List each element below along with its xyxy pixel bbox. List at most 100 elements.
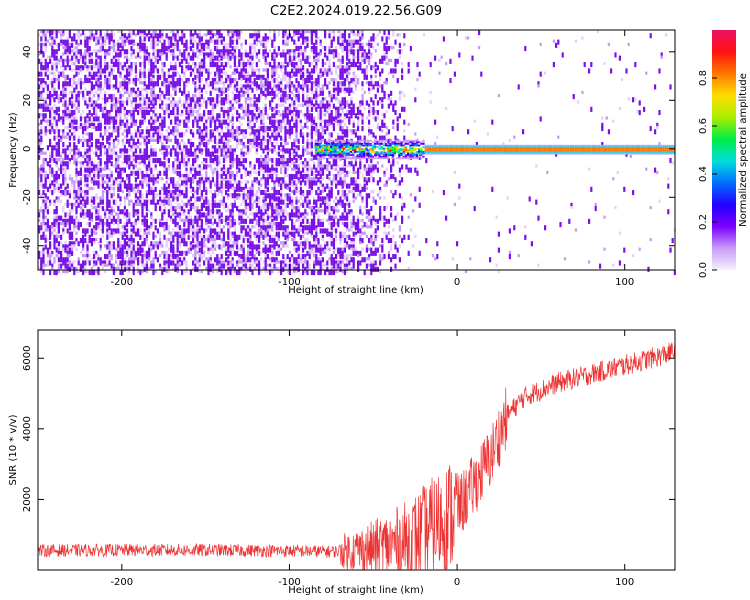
- spectrogram-cell: [273, 145, 276, 151]
- spectrogram-cell: [106, 202, 109, 208]
- spectrogram-cell: [123, 142, 126, 146]
- spectrogram-cell: [73, 228, 76, 232]
- spectrogram-cell: [79, 78, 82, 82]
- spectrogram-cell: [214, 167, 217, 171]
- spectrogram-cell: [99, 33, 102, 39]
- spectrogram-cell: [277, 90, 280, 94]
- spectrogram-cell: [73, 78, 76, 82]
- spectrogram-cell: [211, 58, 214, 64]
- spectrogram-cell: [211, 177, 214, 183]
- spectrogram-cell: [209, 49, 212, 53]
- spectrogram-cell: [152, 193, 155, 199]
- spectrogram-cell: [62, 129, 65, 135]
- spectrogram-cell: [62, 148, 65, 154]
- spectrogram-cell: [284, 196, 287, 200]
- spectrogram-cell: [112, 100, 115, 104]
- spectrogram-cell: [271, 266, 274, 270]
- spectrogram-cell: [242, 250, 245, 256]
- spectrogram-cell: [152, 138, 155, 142]
- spectrogram-cell: [150, 138, 153, 142]
- spectrogram-cell: [273, 68, 276, 72]
- spectrogram-cell: [229, 212, 232, 218]
- spectrogram-cell: [242, 218, 245, 224]
- spectrogram-cell: [264, 97, 267, 101]
- spectrogram-cell: [106, 190, 109, 196]
- spectrogram-cell: [183, 183, 186, 187]
- spectrogram-cell: [154, 151, 157, 157]
- spectrogram-cell: [216, 55, 219, 61]
- spectrogram-cell: [165, 263, 168, 267]
- spectrogram-cell: [139, 55, 142, 59]
- spectrogram-cell: [231, 247, 234, 251]
- spectrogram-cell: [88, 158, 91, 164]
- spectrogram-cell: [121, 46, 124, 52]
- spectrogram-cell: [156, 132, 159, 138]
- spectrogram-cell: [251, 52, 254, 56]
- spectrogram-cell: [264, 254, 267, 258]
- spectrogram-cell: [97, 122, 100, 128]
- spectrogram-cell: [247, 266, 250, 270]
- spectrogram-cell: [284, 174, 287, 178]
- spectrogram-cell: [60, 167, 63, 173]
- spectrogram-cell: [49, 81, 52, 85]
- spectrogram-cell: [156, 42, 159, 46]
- spectrogram-cell: [97, 260, 100, 264]
- spectrogram-cell: [75, 209, 78, 215]
- spectrogram-cell: [271, 234, 274, 238]
- spectrogram-cell: [253, 260, 256, 264]
- spectrogram-cell: [198, 132, 201, 138]
- spectrogram-cell: [165, 97, 168, 101]
- spectrogram-cell: [240, 186, 243, 192]
- spectrogram-cell: [240, 55, 243, 61]
- spectrogram-cell: [130, 71, 133, 75]
- spectrogram-cell: [128, 68, 131, 72]
- spectrogram-cell: [42, 209, 45, 215]
- spectrogram-cell: [73, 81, 76, 85]
- spectrogram-cell: [55, 234, 58, 238]
- spectrogram-cell: [238, 113, 241, 119]
- spectrogram-cell: [99, 68, 102, 72]
- spectrogram-cell: [176, 231, 179, 237]
- spectrogram-cell: [148, 58, 151, 62]
- spectrogram-cell: [57, 84, 60, 90]
- spectrogram-cell: [159, 177, 162, 181]
- spectrogram-cell: [60, 97, 63, 103]
- spectrogram-cell: [123, 257, 126, 261]
- spectrogram-cell: [266, 212, 269, 216]
- spectrogram-cell: [101, 142, 104, 148]
- spectrogram-cell: [60, 90, 63, 96]
- spectrogram-cell: [128, 238, 131, 244]
- spectrogram-cell: [220, 238, 223, 242]
- spectrogram-cell: [236, 186, 239, 192]
- spectrogram-cell: [64, 222, 67, 228]
- spectrogram-cell: [216, 193, 219, 197]
- spectrogram-cell: [295, 30, 298, 36]
- spectrogram-cell: [137, 266, 140, 270]
- spectrogram-cell: [53, 103, 56, 107]
- spectrogram-cell: [231, 170, 234, 174]
- spectrogram-cell: [266, 78, 269, 82]
- spectrogram-cell: [165, 270, 168, 274]
- spectrogram-cell: [46, 65, 49, 71]
- spectrogram-cell: [128, 58, 131, 62]
- spectrogram-cell: [68, 33, 71, 39]
- spectrogram-cell: [247, 74, 250, 78]
- spectrogram-cell: [141, 241, 144, 247]
- spectrogram-cell: [137, 174, 140, 180]
- spectrogram-cell: [141, 74, 144, 78]
- spectrogram-cell: [101, 196, 104, 200]
- spectrogram-cell: [137, 170, 140, 176]
- spectrogram-cell: [192, 97, 195, 103]
- spectrogram-cell: [134, 74, 137, 78]
- spectrogram-cell: [71, 263, 74, 269]
- spectrogram-cell: [110, 116, 113, 122]
- spectrogram-cell: [280, 196, 283, 200]
- spectrogram-cell: [249, 250, 252, 256]
- spectrogram-cell: [240, 106, 243, 110]
- spectrogram-cell: [128, 71, 131, 77]
- spectrogram-cell: [253, 81, 256, 87]
- spectrogram-cell: [220, 218, 223, 224]
- spectrogram-cell: [236, 196, 239, 200]
- spectrogram-cell: [130, 183, 133, 189]
- spectrogram-cell: [68, 254, 71, 258]
